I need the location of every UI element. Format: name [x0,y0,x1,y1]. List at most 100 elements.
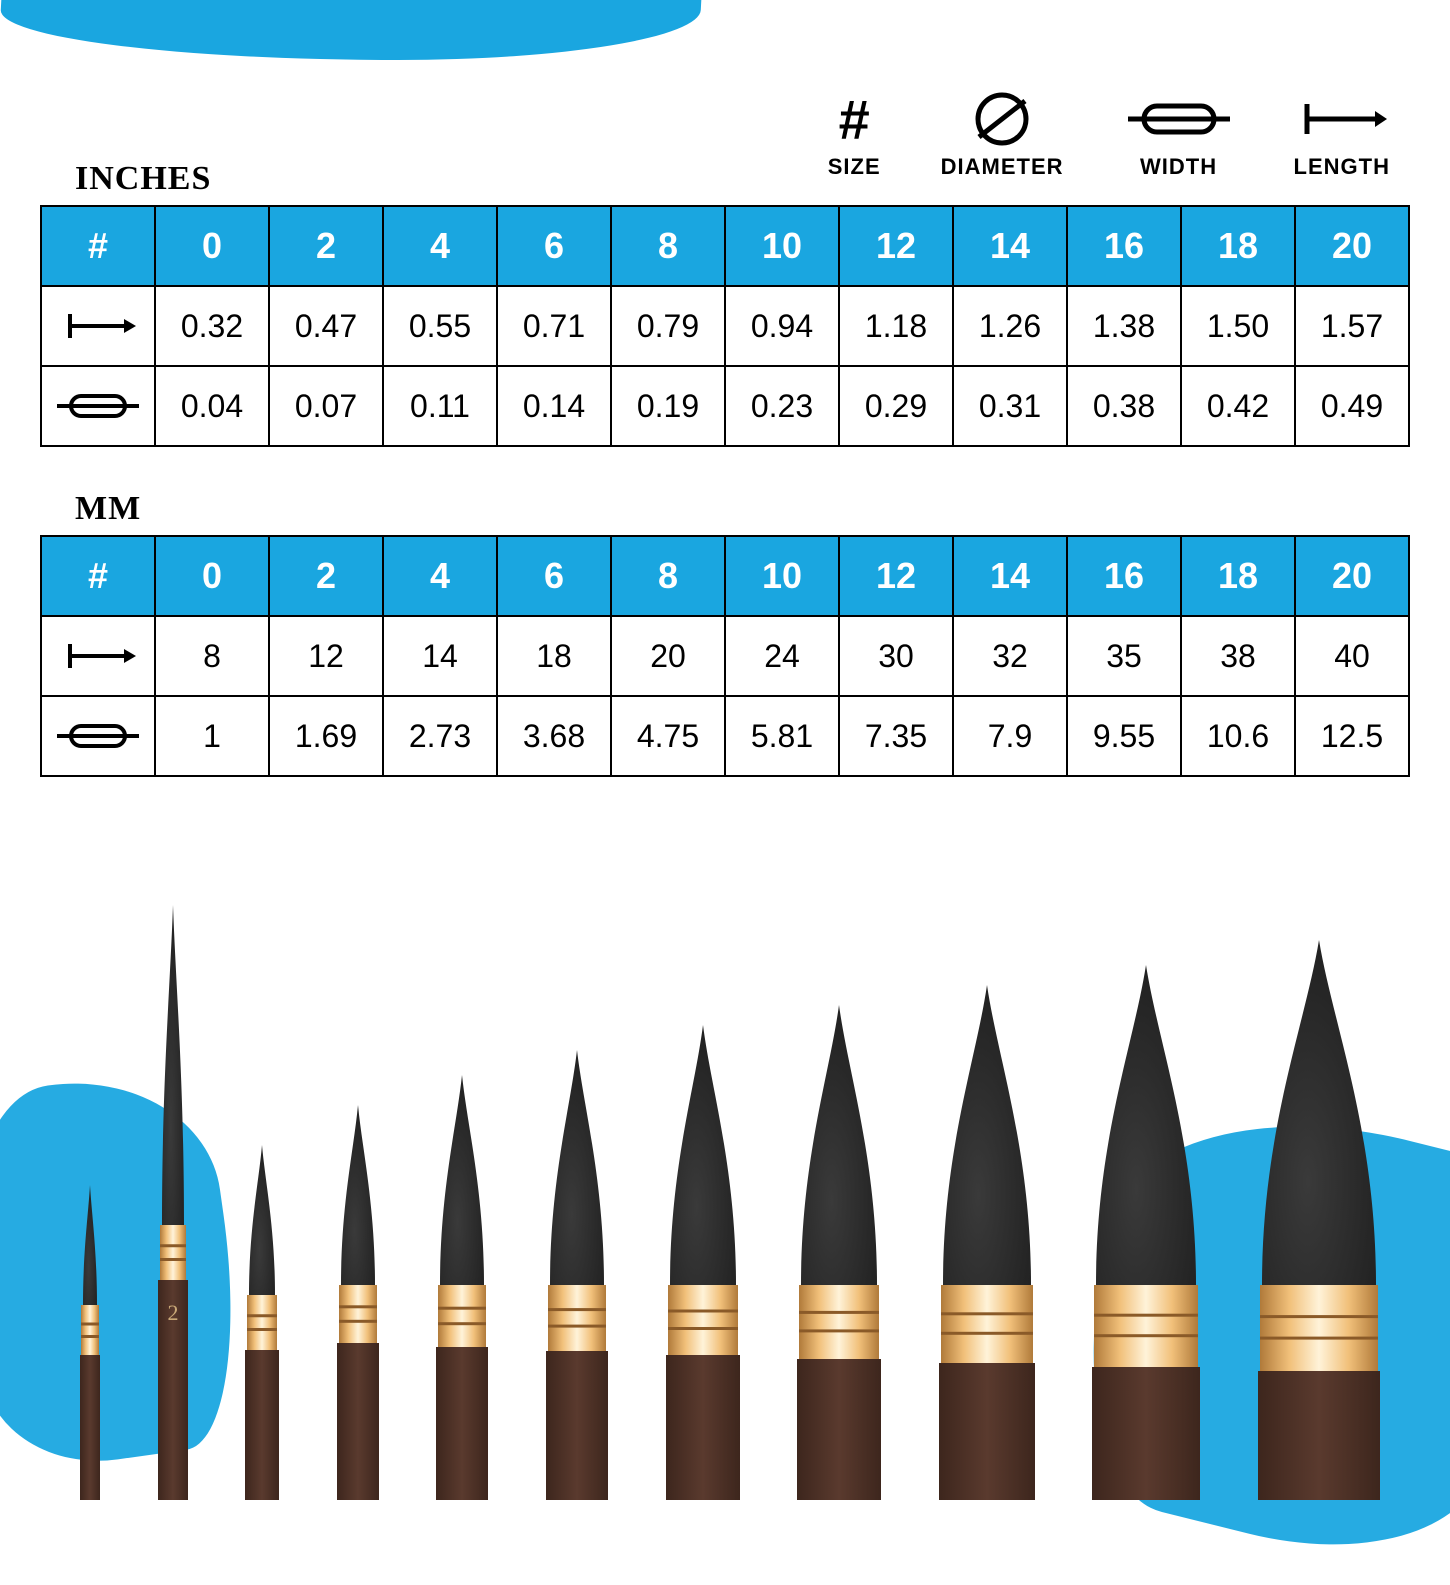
table-row-width: 0.04 0.07 0.11 0.14 0.19 0.23 0.29 0.31 … [41,366,1409,446]
brush-size-12 [656,1020,750,1500]
header-size: 16 [1067,206,1181,286]
legend-length: LENGTH [1294,90,1390,180]
table-row-length: 8 12 14 18 20 24 30 32 35 38 40 [41,616,1409,696]
cell: 1.57 [1295,286,1409,366]
header-size: 4 [383,206,497,286]
header-size: 6 [497,206,611,286]
width-icon [1124,90,1234,148]
cell: 24 [725,616,839,696]
table-row-width: 1 1.69 2.73 3.68 4.75 5.81 7.35 7.9 9.55… [41,696,1409,776]
paint-swipe-top [0,0,702,60]
legend-length-label: LENGTH [1294,154,1390,180]
length-icon [41,286,155,366]
section-title-inches: INCHES [75,160,211,198]
cell: 0.04 [155,366,269,446]
legend-diameter-label: DIAMETER [941,154,1064,180]
header-size: 0 [155,206,269,286]
cell: 8 [155,616,269,696]
legend-size-label: SIZE [828,154,881,180]
cell: 12.5 [1295,696,1409,776]
cell: 0.38 [1067,366,1181,446]
header-size: 0 [155,536,269,616]
cell: 7.35 [839,696,953,776]
cell: 10.6 [1181,696,1295,776]
cell: 3.68 [497,696,611,776]
brush-size-0 [70,1180,110,1500]
table-header-row: # 0 2 4 6 8 10 12 14 16 18 20 [41,536,1409,616]
brush-size-8 [426,1070,498,1500]
cell: 32 [953,616,1067,696]
brush-area: 2 [0,880,1450,1500]
cell: 9.55 [1067,696,1181,776]
header-size: 10 [725,206,839,286]
brush-size-14 [787,1000,891,1500]
brush-size-6 [327,1100,389,1500]
cell: 38 [1181,616,1295,696]
header-size: 14 [953,206,1067,286]
cell: 0.19 [611,366,725,446]
cell: 1.50 [1181,286,1295,366]
header-size: 4 [383,536,497,616]
table-mm: # 0 2 4 6 8 10 12 14 16 18 20 8 12 14 18… [40,535,1410,777]
header-size: 10 [725,536,839,616]
cell: 1.18 [839,286,953,366]
cell: 1.26 [953,286,1067,366]
cell: 0.14 [497,366,611,446]
cell: 35 [1067,616,1181,696]
cell: 0.49 [1295,366,1409,446]
width-icon [41,366,155,446]
header-size: 20 [1295,206,1409,286]
cell: 12 [269,616,383,696]
size-icon: # [839,90,870,148]
brush-size-2: 2 [148,900,198,1500]
cell: 0.42 [1181,366,1295,446]
cell: 0.23 [725,366,839,446]
cell: 5.81 [725,696,839,776]
size-glyph: # [839,87,870,152]
header-size: 2 [269,206,383,286]
cell: 1.69 [269,696,383,776]
header-size: 2 [269,536,383,616]
cell: 0.07 [269,366,383,446]
legend-width: WIDTH [1124,90,1234,180]
header-size: 8 [611,206,725,286]
brush-size-10 [536,1045,618,1500]
table-row-length: 0.32 0.47 0.55 0.71 0.79 0.94 1.18 1.26 … [41,286,1409,366]
svg-text:2: 2 [167,1300,178,1325]
cell: 40 [1295,616,1409,696]
length-icon [41,616,155,696]
cell: 14 [383,616,497,696]
cell: 0.94 [725,286,839,366]
diameter-icon [967,90,1037,148]
cell: 0.71 [497,286,611,366]
brush-row: 2 [70,900,1390,1500]
cell: 2.73 [383,696,497,776]
legend-diameter: DIAMETER [941,90,1064,180]
header-size: 14 [953,536,1067,616]
table-inches: # 0 2 4 6 8 10 12 14 16 18 20 0.32 0.47 … [40,205,1410,447]
table-header-row: # 0 2 4 6 8 10 12 14 16 18 20 [41,206,1409,286]
legend-width-label: WIDTH [1140,154,1217,180]
length-icon [1297,90,1387,148]
cell: 4.75 [611,696,725,776]
width-icon [41,696,155,776]
section-title-mm: MM [75,490,141,528]
cell: 1.38 [1067,286,1181,366]
cell: 18 [497,616,611,696]
brush-size-16 [929,980,1045,1500]
header-size-symbol: # [41,536,155,616]
header-size: 16 [1067,536,1181,616]
header-size: 18 [1181,536,1295,616]
cell: 0.29 [839,366,953,446]
cell: 7.9 [953,696,1067,776]
header-size: 12 [839,536,953,616]
legend-size: # SIZE [828,90,881,180]
cell: 0.47 [269,286,383,366]
header-size: 12 [839,206,953,286]
cell: 0.55 [383,286,497,366]
cell: 20 [611,616,725,696]
cell: 0.32 [155,286,269,366]
legend-row: # SIZE DIAMETER WIDTH LENGTH [828,90,1390,180]
cell: 0.31 [953,366,1067,446]
cell: 30 [839,616,953,696]
